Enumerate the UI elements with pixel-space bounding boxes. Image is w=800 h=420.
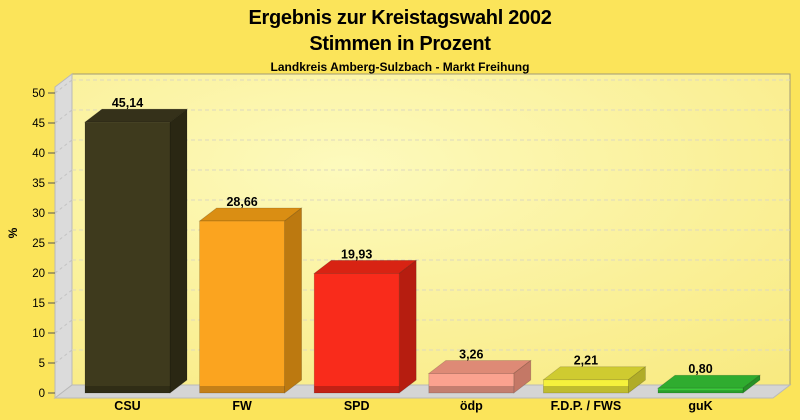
- y-tick-label-15: 15: [32, 298, 45, 310]
- bar-top-dp: [427, 360, 532, 374]
- y-tick-label-50: 50: [32, 88, 45, 100]
- bar-top-spd: [313, 260, 418, 274]
- bar-side-csu: [169, 108, 188, 394]
- y-tick-label-25: 25: [32, 238, 45, 250]
- bar-foot-shadow-dp: [428, 386, 514, 393]
- bar-top-fw: [198, 207, 303, 222]
- y-tick-label-5: 5: [39, 358, 45, 370]
- bar-top-f-d-p-fws: [542, 366, 647, 381]
- bar-foot-shadow-spd: [314, 386, 400, 393]
- bar-side-fw: [284, 207, 302, 394]
- category-label-guk: guK: [688, 399, 712, 413]
- bar-front-f-d-p-fws: [543, 379, 629, 394]
- bar-foot-shadow-fw: [199, 386, 285, 393]
- value-label-spd: 19,93: [341, 247, 372, 261]
- y-tick-label-35: 35: [32, 178, 45, 190]
- y-tick-label-10: 10: [32, 328, 45, 340]
- bar-top-csu: [83, 108, 189, 123]
- y-tick-label-30: 30: [32, 208, 45, 220]
- category-label-dp: ödp: [460, 399, 483, 413]
- chart-subtitle: Landkreis Amberg-Sulzbach - Markt Freihu…: [270, 60, 530, 74]
- y-tick-label-45: 45: [32, 118, 45, 130]
- category-label-fw: FW: [232, 399, 252, 413]
- value-label-csu: 45,14: [112, 96, 143, 110]
- value-label-f-d-p-fws: 2,21: [574, 354, 598, 368]
- bar-front-dp: [428, 373, 515, 394]
- y-tick-label-40: 40: [32, 148, 45, 160]
- bar-top-guk: [656, 374, 762, 389]
- value-label-fw: 28,66: [226, 195, 257, 209]
- bar-front-spd: [313, 273, 400, 394]
- bar-foot-shadow-csu: [85, 386, 170, 393]
- bar-front-fw: [199, 220, 285, 394]
- value-label-dp: 3,26: [459, 347, 483, 361]
- bar-side-spd: [398, 259, 417, 394]
- y-axis-label: %: [6, 227, 20, 238]
- bar-front-csu: [84, 121, 171, 394]
- plot-left-wall: [54, 72, 73, 400]
- chart-title-line1: Ergebnis zur Kreistagswahl 2002: [248, 7, 552, 29]
- chart-header: Ergebnis zur Kreistagswahl 2002 Stimmen …: [0, 5, 800, 75]
- category-label-csu: CSU: [114, 399, 140, 413]
- bar-foot-shadow-guk: [658, 390, 743, 393]
- value-label-guk: 0,80: [688, 362, 712, 376]
- category-label-f-d-p-fws: F.D.P. / FWS: [551, 399, 622, 413]
- chart-title-line2: Stimmen in Prozent: [309, 33, 491, 55]
- bar-foot-shadow-f-d-p-fws: [543, 386, 629, 393]
- y-tick-label-20: 20: [32, 268, 45, 280]
- y-tick-label-0: 0: [39, 388, 45, 400]
- category-label-spd: SPD: [344, 399, 370, 413]
- bar-front-guk: [657, 387, 744, 394]
